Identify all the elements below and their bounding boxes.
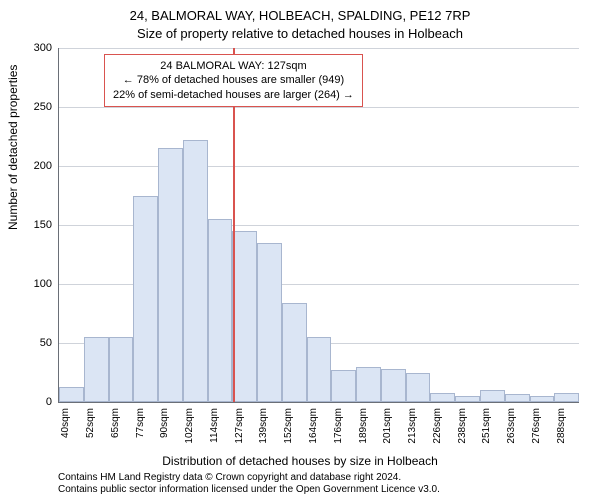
histogram-bar bbox=[307, 337, 332, 402]
histogram-bar bbox=[282, 303, 307, 402]
x-tick-label: 65sqm bbox=[110, 408, 121, 438]
y-tick-label: 0 bbox=[0, 396, 52, 408]
x-tick-label: 102sqm bbox=[184, 408, 195, 444]
x-tick-label: 189sqm bbox=[358, 408, 369, 444]
x-tick-label: 263sqm bbox=[506, 408, 517, 444]
x-axis-label: Distribution of detached houses by size … bbox=[0, 454, 600, 468]
histogram-bar bbox=[183, 140, 208, 402]
annotation-line-2: ← 78% of detached houses are smaller (94… bbox=[113, 73, 354, 87]
x-tick-label: 213sqm bbox=[407, 408, 418, 444]
x-tick-label: 251sqm bbox=[481, 408, 492, 444]
chart-title-main: 24, BALMORAL WAY, HOLBEACH, SPALDING, PE… bbox=[0, 8, 600, 23]
x-tick-label: 176sqm bbox=[333, 408, 344, 444]
attribution-line-1: Contains HM Land Registry data © Crown c… bbox=[58, 472, 440, 484]
histogram-bar bbox=[406, 373, 431, 403]
x-tick-label: 226sqm bbox=[432, 408, 443, 444]
histogram-bar bbox=[381, 369, 406, 402]
attribution: Contains HM Land Registry data © Crown c… bbox=[58, 472, 440, 496]
attribution-line-2: Contains public sector information licen… bbox=[58, 484, 440, 496]
chart-title-sub: Size of property relative to detached ho… bbox=[0, 26, 600, 41]
annotation-line-3: 22% of semi-detached houses are larger (… bbox=[113, 88, 354, 102]
histogram-bar bbox=[356, 367, 381, 402]
histogram-bar bbox=[331, 370, 356, 402]
histogram-bar bbox=[455, 396, 480, 402]
x-tick-label: 114sqm bbox=[209, 408, 220, 443]
histogram-bar bbox=[232, 231, 257, 402]
x-tick-label: 90sqm bbox=[159, 408, 170, 438]
x-tick-label: 77sqm bbox=[135, 408, 146, 438]
histogram-bar bbox=[430, 393, 455, 402]
histogram-bar bbox=[554, 393, 579, 402]
histogram-bar bbox=[530, 396, 555, 402]
histogram-bar bbox=[84, 337, 109, 402]
histogram-bar bbox=[480, 390, 505, 402]
histogram-bar bbox=[109, 337, 134, 402]
plot-area: 40sqm52sqm65sqm77sqm90sqm102sqm114sqm127… bbox=[58, 48, 579, 403]
y-axis-label: Number of detached properties bbox=[6, 65, 20, 230]
histogram-bar bbox=[158, 148, 183, 402]
y-tick-label: 50 bbox=[0, 337, 52, 349]
histogram-bar bbox=[133, 196, 158, 403]
x-tick-label: 40sqm bbox=[60, 408, 71, 438]
x-tick-label: 152sqm bbox=[283, 408, 294, 444]
x-tick-label: 127sqm bbox=[234, 408, 245, 444]
x-tick-label: 276sqm bbox=[531, 408, 542, 444]
annotation-box: 24 BALMORAL WAY: 127sqm ← 78% of detache… bbox=[104, 54, 363, 107]
x-tick-label: 52sqm bbox=[85, 408, 96, 438]
y-tick-label: 100 bbox=[0, 278, 52, 290]
chart-container: 24, BALMORAL WAY, HOLBEACH, SPALDING, PE… bbox=[0, 0, 600, 500]
x-tick-label: 201sqm bbox=[382, 408, 393, 444]
x-tick-label: 139sqm bbox=[258, 408, 269, 444]
annotation-line-1: 24 BALMORAL WAY: 127sqm bbox=[113, 59, 354, 73]
histogram-bar bbox=[59, 387, 84, 402]
y-tick-label: 250 bbox=[0, 101, 52, 113]
histogram-bar bbox=[257, 243, 282, 402]
x-tick-label: 164sqm bbox=[308, 408, 319, 444]
y-tick-label: 200 bbox=[0, 160, 52, 172]
histogram-bar bbox=[505, 394, 530, 402]
y-tick-label: 300 bbox=[0, 42, 52, 54]
x-tick-label: 288sqm bbox=[556, 408, 567, 444]
y-tick-label: 150 bbox=[0, 219, 52, 231]
x-tick-label: 238sqm bbox=[457, 408, 468, 444]
histogram-bar bbox=[208, 219, 233, 402]
